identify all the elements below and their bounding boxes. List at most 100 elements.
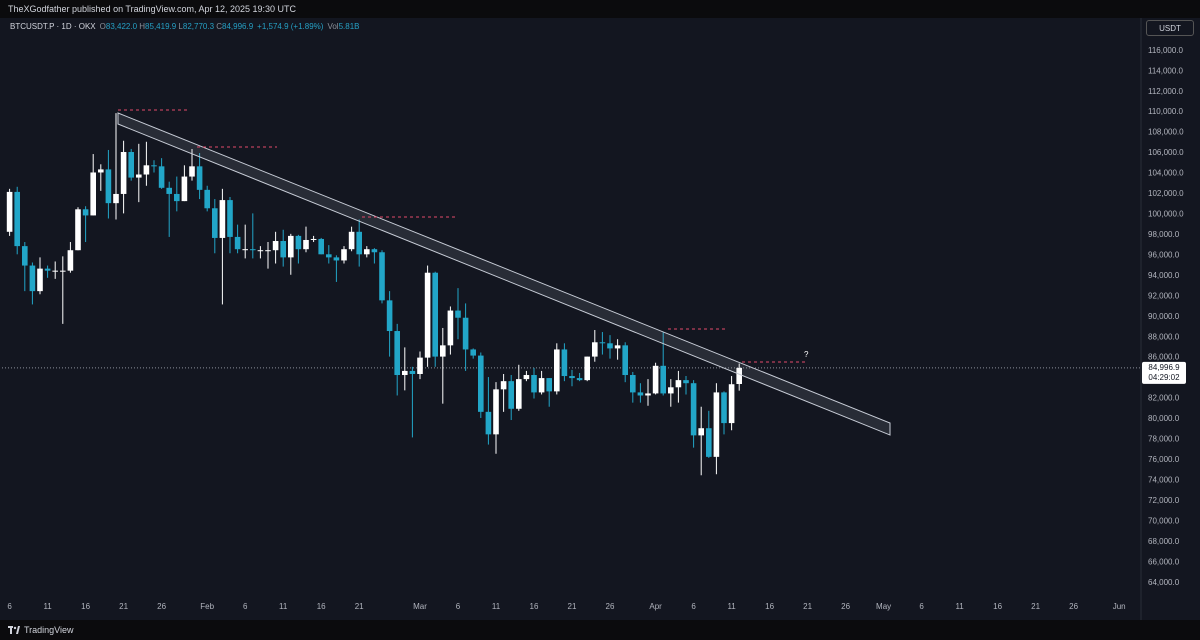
x-tick-label: 26 xyxy=(157,602,166,611)
candle-body xyxy=(607,343,613,349)
candle-body xyxy=(645,393,651,396)
candle-body xyxy=(698,428,704,436)
x-tick-label: 21 xyxy=(803,602,812,611)
candle-body xyxy=(234,236,241,250)
publisher: TheXGodfather published on TradingView.c… xyxy=(8,4,297,14)
x-tick-label: 16 xyxy=(530,602,539,611)
candle-body xyxy=(348,231,355,250)
candle-body xyxy=(531,375,537,393)
candle-body xyxy=(683,380,689,384)
candle-body xyxy=(630,375,636,393)
y-tick-label: 78,000.0 xyxy=(1148,435,1180,444)
drawings: ? xyxy=(117,109,891,436)
countdown: 04:29:02 xyxy=(1148,373,1180,382)
candle-body xyxy=(470,349,476,356)
x-tick-label: Feb xyxy=(200,602,214,611)
candle-body xyxy=(356,231,362,255)
candle-body xyxy=(675,380,682,388)
candle-body xyxy=(196,166,203,190)
candle-body xyxy=(22,246,28,266)
candle-body xyxy=(386,300,393,332)
candle-body xyxy=(52,270,58,272)
annotation: ? xyxy=(804,350,809,359)
x-tick-label: 11 xyxy=(727,602,736,611)
last-price-label: 84,996.9 xyxy=(1148,363,1180,372)
candle-body xyxy=(668,387,674,394)
candle-body xyxy=(584,356,590,381)
volume: 5.81B xyxy=(338,22,360,31)
candle-body xyxy=(432,272,438,357)
x-tick-label: 6 xyxy=(243,602,248,611)
y-tick-label: 108,000.0 xyxy=(1148,128,1184,137)
x-tick-label: 21 xyxy=(355,602,364,611)
candle-body xyxy=(523,375,530,380)
x-tick-label: 16 xyxy=(81,602,90,611)
y-tick-label: 90,000.0 xyxy=(1148,312,1180,321)
candle-body xyxy=(67,250,74,271)
x-tick-label: 6 xyxy=(919,602,924,611)
candle-body xyxy=(272,241,279,251)
candle-body xyxy=(44,268,51,271)
x-tick-label: 26 xyxy=(606,602,615,611)
ohlc-key: H xyxy=(139,22,146,31)
candle-body xyxy=(394,331,400,376)
candle-body xyxy=(364,249,370,255)
candle-body xyxy=(637,392,644,396)
y-tick-label: 116,000.0 xyxy=(1148,46,1184,55)
x-tick-label: 21 xyxy=(119,602,128,611)
candle-body xyxy=(318,238,324,255)
currency-button[interactable]: USDT xyxy=(1146,20,1194,36)
candle-body xyxy=(371,249,378,253)
candle-body xyxy=(546,378,552,392)
ohlc-value: 82,770.3 xyxy=(182,22,215,31)
candle-body xyxy=(402,370,408,376)
candle-body xyxy=(576,378,583,381)
y-tick-label: 82,000.0 xyxy=(1148,394,1180,403)
candle-body xyxy=(128,152,134,178)
candle-body xyxy=(105,169,112,204)
symbol: BTCUSDT.P · 1D · OKX xyxy=(10,22,96,31)
y-tick-label: 66,000.0 xyxy=(1148,557,1180,566)
candle-body xyxy=(713,392,720,457)
candle-body xyxy=(614,345,621,349)
candle-body xyxy=(158,166,165,188)
footer: TradingView xyxy=(0,620,1200,640)
candle-body xyxy=(660,365,666,394)
axes: 64,000.0 66,000.0 68,000.0 70,000.0 72,000.0… xyxy=(2,18,1186,620)
candle-body xyxy=(120,152,127,194)
publisher-bar: TheXGodfather published on TradingView.c… xyxy=(0,0,1200,18)
candle-body xyxy=(455,310,461,318)
candle-body xyxy=(622,345,628,376)
trend-channel xyxy=(117,112,891,436)
candle-body xyxy=(113,193,119,204)
y-tick-label: 102,000.0 xyxy=(1148,189,1184,198)
candle-body xyxy=(736,367,742,384)
y-tick-label: 72,000.0 xyxy=(1148,496,1180,505)
candle-body xyxy=(257,250,264,252)
y-tick-label: 80,000.0 xyxy=(1148,414,1180,423)
y-tick-label: 76,000.0 xyxy=(1148,455,1180,464)
x-tick-label: 11 xyxy=(955,602,964,611)
x-tick-label: 6 xyxy=(456,602,461,611)
candle-body xyxy=(592,342,598,357)
candle-body xyxy=(242,249,248,251)
candle-body xyxy=(721,392,727,424)
candle-body xyxy=(333,257,340,261)
candle-body xyxy=(166,187,172,194)
candle-body xyxy=(174,193,180,202)
y-tick-label: 86,000.0 xyxy=(1148,353,1180,362)
ohlc-value: 85,419.9 xyxy=(145,22,177,31)
candle-body xyxy=(409,370,416,374)
y-tick-label: 70,000.0 xyxy=(1148,516,1180,525)
y-tick-label: 110,000.0 xyxy=(1148,107,1184,116)
y-tick-label: 64,000.0 xyxy=(1148,578,1180,587)
candle-body xyxy=(14,191,20,247)
x-tick-label: 6 xyxy=(7,602,12,611)
y-tick-label: 68,000.0 xyxy=(1148,537,1180,546)
candle-body xyxy=(478,355,484,412)
candle-body xyxy=(508,381,514,409)
ohlc-key: C xyxy=(216,22,223,31)
y-tick-label: 88,000.0 xyxy=(1148,332,1180,341)
candle-body xyxy=(280,241,286,258)
candle-body xyxy=(303,239,309,250)
